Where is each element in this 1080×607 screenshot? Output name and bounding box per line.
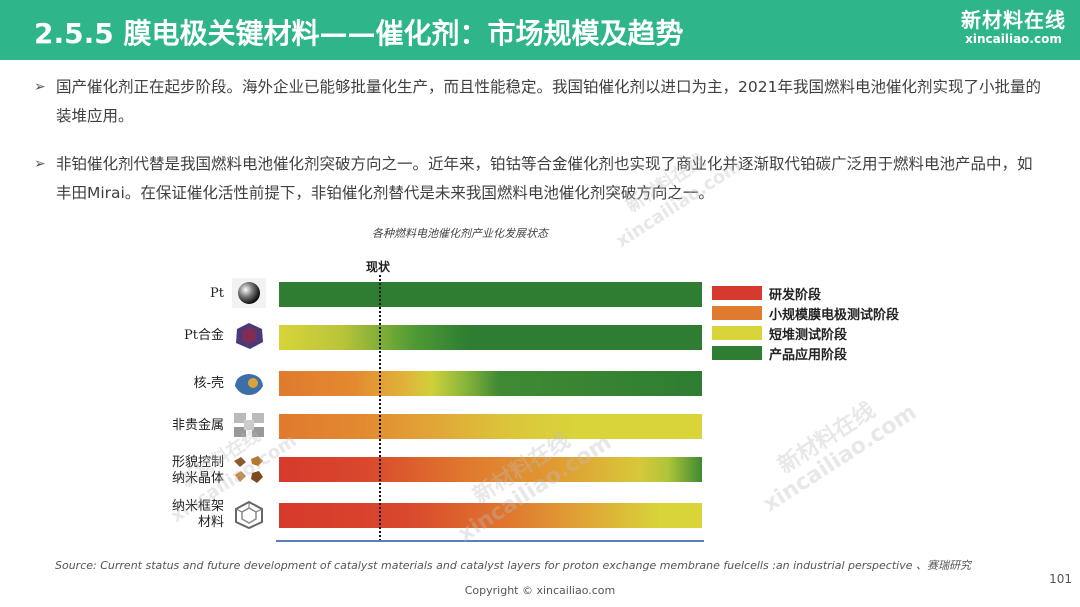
bullet-text: 国产催化剂正在起步阶段。海外企业已能够批量化生产，而且性能稳定。我国铂催化剂以进…	[56, 78, 1041, 125]
stage-bar-non-precious-metal	[279, 414, 702, 439]
header-bar: 2.5.5 膜电极关键材料——催化剂：市场规模及趋势 新材料在线 xincail…	[0, 0, 1080, 60]
legend-swatch	[712, 306, 762, 320]
row-label-pt-alloy: Pt合金	[184, 328, 224, 343]
row-label-nanoframe: 纳米框架 材料	[171, 499, 224, 530]
sphere-icon	[232, 278, 266, 308]
current-status-dotted-line	[379, 275, 381, 541]
bullet-point-2: ➢ 非铂催化剂代替是我国燃料电池催化剂突破方向之一。近年来，铂钴等合金催化剂也实…	[34, 150, 1044, 208]
stage-bar-core-shell	[279, 371, 702, 396]
stage-bar-pt	[279, 282, 702, 307]
row-label-pt: Pt	[210, 286, 224, 301]
legend-label: 短堆测试阶段	[769, 328, 848, 343]
bullet-arrow-icon: ➢	[34, 79, 46, 95]
logo-chinese-text: 新材料在线	[961, 8, 1066, 32]
legend-label: 小规模膜电极测试阶段	[769, 308, 900, 323]
legend-swatch	[712, 346, 762, 360]
framework-molecule-icon	[234, 413, 264, 437]
bullet-text: 非铂催化剂代替是我国燃料电池催化剂突破方向之一。近年来，铂钴等合金催化剂也实现了…	[56, 155, 1033, 202]
legend-swatch	[712, 286, 762, 300]
page-title: 2.5.5 膜电极关键材料——催化剂：市场规模及趋势	[34, 17, 684, 50]
core-shell-icon	[235, 374, 263, 395]
chart-baseline	[276, 540, 704, 542]
copyright-footer: Copyright © xincailiao.com	[464, 584, 616, 597]
legend-swatch	[712, 326, 762, 340]
source-citation: Source: Current status and future develo…	[55, 559, 971, 572]
brand-logo: 新材料在线 xincailiao.com	[961, 8, 1066, 46]
nanocrystal-icon	[234, 456, 263, 483]
page-number: 101	[1049, 572, 1072, 586]
legend-label: 产品应用阶段	[769, 348, 848, 363]
legend-label: 研发阶段	[769, 288, 822, 303]
logo-english-text: xincailiao.com	[965, 32, 1062, 46]
current-status-label: 现状	[366, 260, 391, 274]
row-label-nanocrystal: 形貌控制 纳米晶体	[171, 455, 224, 486]
row-label-core-shell: 核-壳	[193, 376, 224, 391]
bullet-arrow-icon: ➢	[34, 156, 46, 172]
nanoframe-icon	[235, 500, 263, 530]
row-label-non-precious-metal: 非贵金属	[171, 418, 224, 433]
stage-bar-nanocrystal	[279, 457, 702, 482]
stage-bar-nanoframe	[279, 503, 702, 528]
stage-bar-pt-alloy	[279, 325, 702, 350]
watermark: 新材料在线 xincailiao.com	[758, 398, 922, 518]
alloy-particle-icon	[236, 323, 263, 349]
bullet-point-1: ➢ 国产催化剂正在起步阶段。海外企业已能够批量化生产，而且性能稳定。我国铂催化剂…	[34, 73, 1044, 131]
figure-title: 各种燃料电池催化剂产业化发展状态	[372, 227, 548, 240]
